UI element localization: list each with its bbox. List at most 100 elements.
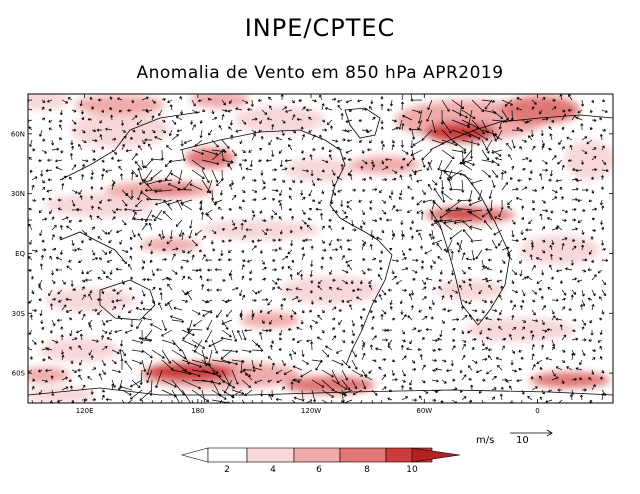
wind-vector (31, 289, 35, 295)
wind-vector (281, 129, 285, 136)
wind-vector (411, 367, 417, 372)
wind-vector (311, 179, 316, 187)
lat-tick-label: 60S (12, 370, 26, 378)
wind-vector (319, 212, 324, 221)
wind-vector (235, 107, 243, 111)
wind-vector (491, 149, 502, 157)
wind-vector (450, 250, 454, 261)
wind-vector (299, 226, 303, 231)
wind-vector (257, 238, 263, 243)
wind-vector (380, 139, 384, 144)
wind-vector (551, 339, 556, 347)
wind-vector (379, 217, 383, 221)
wind-vector (88, 349, 93, 356)
wind-vector (407, 186, 413, 191)
wind-vector (420, 211, 424, 221)
wind-vector (221, 228, 226, 232)
wind-vector (601, 226, 604, 231)
wind-vector (191, 254, 195, 261)
wind-vector (51, 147, 60, 151)
wind-vector (419, 354, 423, 361)
wind-vector (506, 142, 513, 151)
wind-vector (281, 386, 285, 391)
wind-vector (258, 159, 263, 163)
wind-vector (575, 178, 583, 183)
wind-vector (70, 139, 74, 146)
wind-vector (591, 155, 597, 161)
wind-vector (599, 345, 603, 351)
wind-vector (449, 187, 463, 191)
wind-vector (430, 316, 434, 321)
wind-vector (141, 159, 145, 169)
wind-vector (291, 309, 297, 315)
wind-vector (111, 209, 116, 214)
wind-vector (493, 229, 503, 236)
wind-vector (51, 339, 59, 344)
wind-vector (451, 289, 458, 294)
wind-vector (291, 114, 296, 121)
wind-vector (144, 188, 163, 193)
wind-vector (214, 199, 223, 204)
wind-vector (350, 279, 354, 285)
wind-vector (391, 269, 395, 275)
wind-vector (401, 396, 409, 401)
wind-vector (271, 268, 277, 272)
wind-vector (410, 289, 415, 296)
wind-vector (431, 299, 435, 306)
wind-vector (541, 186, 545, 191)
wind-vector (387, 397, 393, 401)
wind-vector (540, 344, 545, 351)
wind-vector (549, 264, 553, 271)
wind-vector (125, 149, 133, 153)
wind-vector (162, 211, 173, 221)
wind-vector (461, 374, 467, 381)
wind-vector (341, 128, 348, 133)
wind-vector (316, 336, 323, 341)
wind-vector (61, 216, 69, 221)
wind-vector (305, 238, 313, 242)
wind-vector (541, 209, 549, 213)
wind-vector (310, 341, 314, 351)
wind-vector (356, 296, 363, 301)
wind-vector (164, 159, 173, 167)
wind-vector (581, 258, 588, 262)
wind-vector (120, 119, 125, 126)
wind-vector (461, 179, 465, 193)
wind-vector (551, 346, 555, 351)
wind-vector (491, 239, 498, 249)
wind-vector (311, 134, 316, 141)
wind-vector (50, 375, 54, 381)
wind-vector (218, 124, 223, 131)
wind-vector (511, 279, 515, 285)
wind-vector (371, 116, 376, 121)
wind-vector (111, 137, 117, 141)
wind-vector (101, 369, 106, 375)
wind-vector (169, 229, 173, 240)
wind-vector (55, 256, 63, 261)
wind-vector (28, 347, 33, 351)
wind-vector (511, 269, 518, 275)
wind-vector (111, 179, 116, 185)
wind-vector (341, 157, 347, 161)
wind-vector (71, 128, 77, 132)
wind-vector (71, 119, 77, 125)
wind-vector (271, 168, 277, 172)
wind-vector (481, 209, 493, 218)
wind-vector (548, 126, 553, 131)
wind-vector (290, 239, 294, 247)
wind-vector (331, 359, 344, 366)
wind-vector (391, 369, 395, 376)
lon-tick-label: 60W (416, 407, 432, 415)
lat-tick-label: 30S (12, 310, 26, 318)
wind-vector (81, 117, 85, 121)
wind-vector (201, 159, 220, 166)
wind-vector (248, 149, 253, 153)
wind-vector (541, 329, 548, 333)
wind-vector (28, 223, 33, 231)
wind-vector (370, 99, 374, 105)
wind-vector (278, 216, 283, 221)
wind-vector (415, 229, 423, 233)
wind-vector (91, 139, 98, 143)
wind-vector (134, 161, 143, 171)
wind-vector (418, 309, 423, 313)
